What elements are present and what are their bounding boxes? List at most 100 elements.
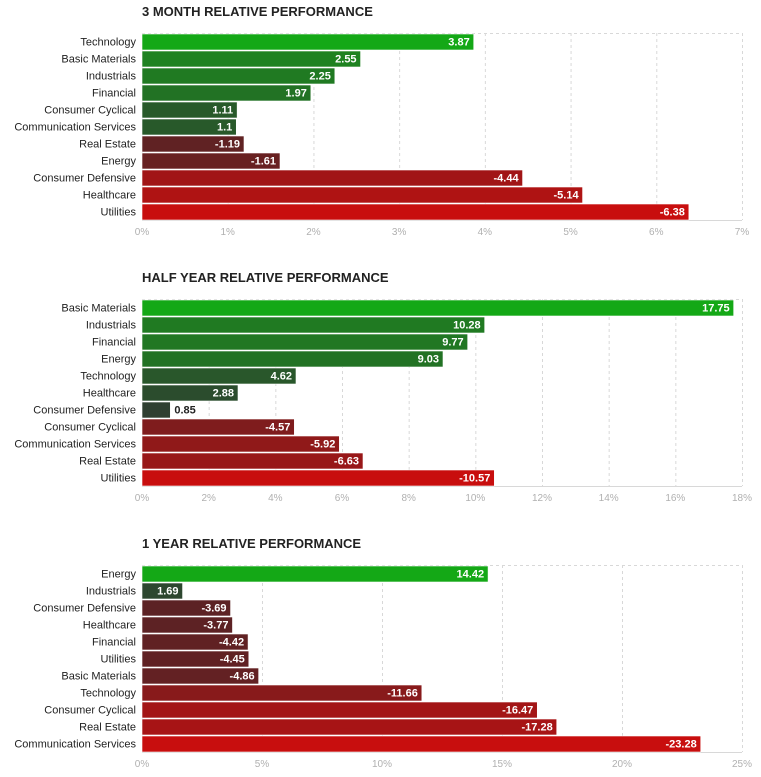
category-label: Consumer Defensive <box>33 405 136 417</box>
category-label: Energy <box>101 156 136 168</box>
panel-1-year: 1 YEAR RELATIVE PERFORMANCE Energy 14.42 I… <box>0 532 761 777</box>
chart-3-month: Technology 3.87 Basic Materials 2.55 Industr… <box>14 33 750 238</box>
bar <box>141 401 171 419</box>
value-label: -16.47 <box>502 705 533 717</box>
bar <box>141 101 238 119</box>
bar <box>141 186 583 204</box>
x-tick-label: 2% <box>201 493 216 504</box>
category-label: Communication Services <box>14 739 136 751</box>
value-label: 9.03 <box>418 354 439 366</box>
x-tick-label: 1% <box>220 227 235 238</box>
x-tick-label: 2% <box>306 227 321 238</box>
value-label: 2.55 <box>335 54 356 66</box>
category-label: Energy <box>101 354 136 366</box>
category-label: Technology <box>80 37 136 49</box>
value-label: -1.61 <box>251 156 276 168</box>
bar <box>141 701 538 719</box>
panel-title-half-year: HALF YEAR RELATIVE PERFORMANCE <box>142 270 389 285</box>
category-label: Industrials <box>86 586 137 598</box>
value-label: -4.44 <box>493 173 519 185</box>
x-tick-label: 0% <box>135 493 150 504</box>
x-tick-label: 4% <box>268 493 283 504</box>
bar <box>141 418 295 436</box>
category-label: Industrials <box>86 71 137 83</box>
x-tick-label: 10% <box>465 493 485 504</box>
category-label: Communication Services <box>14 439 136 451</box>
panel-title-1-year: 1 YEAR RELATIVE PERFORMANCE <box>142 536 362 551</box>
value-label: 17.75 <box>702 303 730 315</box>
x-tick-label: 7% <box>735 227 750 238</box>
bar <box>141 582 183 600</box>
bar <box>141 565 489 583</box>
value-label: -17.28 <box>522 722 553 734</box>
value-label: -6.38 <box>660 207 685 219</box>
bar <box>141 316 485 334</box>
bar <box>141 616 233 634</box>
value-label: 4.62 <box>271 371 292 383</box>
bar <box>141 469 495 487</box>
category-label: Consumer Defensive <box>33 173 136 185</box>
category-label: Energy <box>101 569 136 581</box>
category-label: Communication Services <box>14 122 136 134</box>
category-label: Real Estate <box>79 722 136 734</box>
bar <box>141 169 523 187</box>
value-label: -3.69 <box>201 603 226 615</box>
bar <box>141 384 239 402</box>
category-label: Utilities <box>101 473 137 485</box>
bar <box>141 350 444 368</box>
bar <box>141 633 249 651</box>
chart-half-year: Basic Materials 17.75 Industrials 10.28 Fina… <box>14 299 752 504</box>
category-label: Utilities <box>101 654 137 666</box>
x-tick-label: 6% <box>335 493 350 504</box>
bar <box>141 203 690 221</box>
value-label: 10.28 <box>453 320 481 332</box>
x-tick-label: 6% <box>649 227 664 238</box>
value-label: -4.86 <box>230 671 255 683</box>
value-label: -6.63 <box>334 456 359 468</box>
category-label: Healthcare <box>83 388 136 400</box>
value-label: -5.92 <box>310 439 335 451</box>
value-label: -3.77 <box>203 620 228 632</box>
x-tick-label: 5% <box>255 759 270 770</box>
category-label: Consumer Defensive <box>33 603 136 615</box>
value-label: -4.57 <box>265 422 290 434</box>
x-tick-label: 0% <box>135 227 150 238</box>
bar <box>141 118 237 136</box>
x-tick-label: 12% <box>532 493 552 504</box>
value-label: 3.87 <box>448 37 469 49</box>
x-tick-label: 25% <box>732 759 752 770</box>
bar <box>141 50 361 68</box>
value-label: 1.1 <box>217 122 232 134</box>
value-label: -4.42 <box>219 637 244 649</box>
value-label: -10.57 <box>459 473 490 485</box>
x-tick-label: 15% <box>492 759 512 770</box>
x-tick-label: 5% <box>563 227 578 238</box>
category-label: Financial <box>92 88 136 100</box>
bar <box>141 599 231 617</box>
bar <box>141 152 281 170</box>
category-label: Real Estate <box>79 139 136 151</box>
value-label: -1.19 <box>215 139 240 151</box>
value-label: -5.14 <box>553 190 579 202</box>
category-label: Basic Materials <box>61 54 136 66</box>
value-label: 1.97 <box>285 88 306 100</box>
x-tick-label: 4% <box>478 227 493 238</box>
bar <box>141 718 558 736</box>
bar <box>141 67 336 85</box>
category-label: Consumer Cyclical <box>44 422 136 434</box>
bar <box>141 435 340 453</box>
value-label: -4.45 <box>220 654 245 666</box>
category-label: Industrials <box>86 320 137 332</box>
bar <box>141 684 423 702</box>
value-label: -23.28 <box>666 739 697 751</box>
value-label: 9.77 <box>442 337 463 349</box>
value-label: 0.85 <box>174 405 195 417</box>
category-label: Technology <box>80 688 136 700</box>
value-label: 14.42 <box>457 569 485 581</box>
x-tick-label: 20% <box>612 759 632 770</box>
category-label: Healthcare <box>83 620 136 632</box>
bar <box>141 84 312 102</box>
category-label: Real Estate <box>79 456 136 468</box>
bar <box>141 135 245 153</box>
bar <box>141 367 297 385</box>
